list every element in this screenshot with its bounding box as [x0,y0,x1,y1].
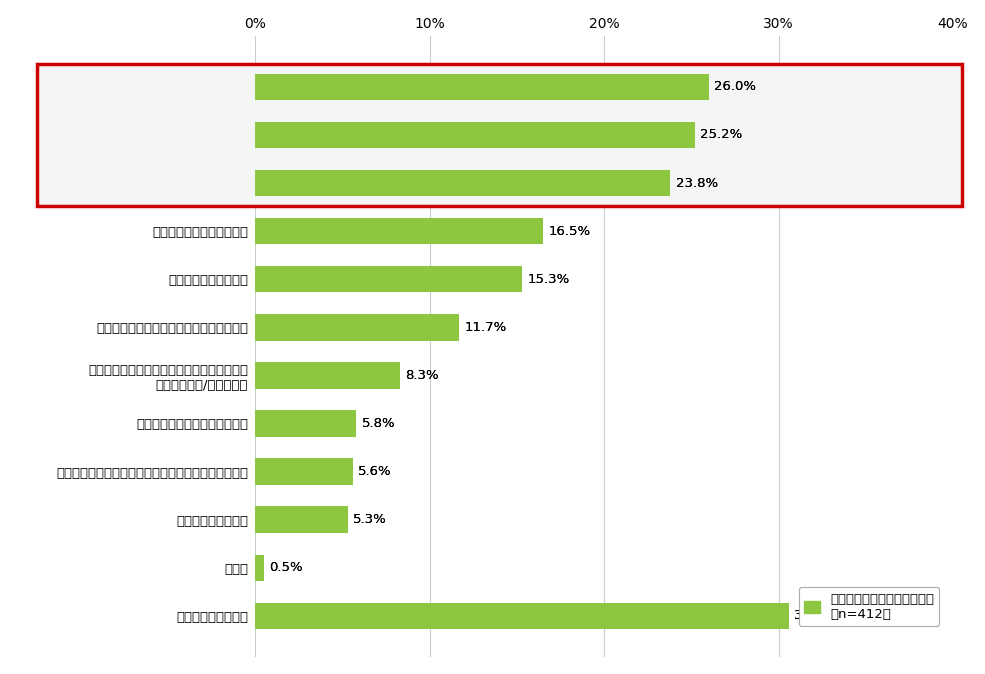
Legend: 倩き方改革に取り組んでいる
（n=412）: 倩き方改革に取り組んでいる （n=412） [799,587,940,626]
Text: 30.6%: 30.6% [794,609,836,622]
Bar [255,458,353,485]
Bar [255,170,671,196]
FancyBboxPatch shape [37,64,961,206]
Bar [255,122,694,148]
Bar [255,73,709,100]
Text: 25.2%: 25.2% [700,129,743,142]
Text: 5.3%: 5.3% [353,513,387,526]
Text: 11.7%: 11.7% [465,321,507,334]
Text: 5.6%: 5.6% [359,465,392,478]
Bar [255,122,694,148]
Text: 26.0%: 26.0% [714,80,756,94]
Text: 0.5%: 0.5% [269,561,302,574]
Bar [255,603,789,629]
Text: 23.8%: 23.8% [676,177,718,189]
Bar [255,458,353,485]
Bar [255,218,543,245]
Text: 8.3%: 8.3% [405,369,439,382]
Text: 26.0%: 26.0% [714,80,756,94]
Bar [255,362,400,389]
Text: 5.8%: 5.8% [361,417,395,430]
Bar [255,506,348,533]
Text: 0.5%: 0.5% [269,561,302,574]
Bar [255,266,522,293]
Text: 8.3%: 8.3% [405,369,439,382]
Text: 5.6%: 5.6% [359,465,392,478]
Text: 23.8%: 23.8% [676,177,718,189]
Text: 5.8%: 5.8% [361,417,395,430]
Text: 11.7%: 11.7% [465,321,507,334]
Bar [255,362,400,389]
Bar [255,73,709,100]
Bar [255,506,348,533]
Text: 16.5%: 16.5% [549,224,590,238]
Bar [255,170,671,196]
Text: 15.3%: 15.3% [527,273,569,286]
Bar [255,266,522,293]
Bar [255,555,264,581]
Bar [255,314,459,340]
Bar [255,410,357,437]
Bar [255,218,543,245]
Bar [255,603,789,629]
Text: 25.2%: 25.2% [700,129,743,142]
Bar [255,555,264,581]
Text: 16.5%: 16.5% [549,224,590,238]
Text: 5.3%: 5.3% [353,513,387,526]
Bar [255,410,357,437]
Bar [255,314,459,340]
Text: 30.6%: 30.6% [794,609,836,622]
Text: 15.3%: 15.3% [527,273,569,286]
